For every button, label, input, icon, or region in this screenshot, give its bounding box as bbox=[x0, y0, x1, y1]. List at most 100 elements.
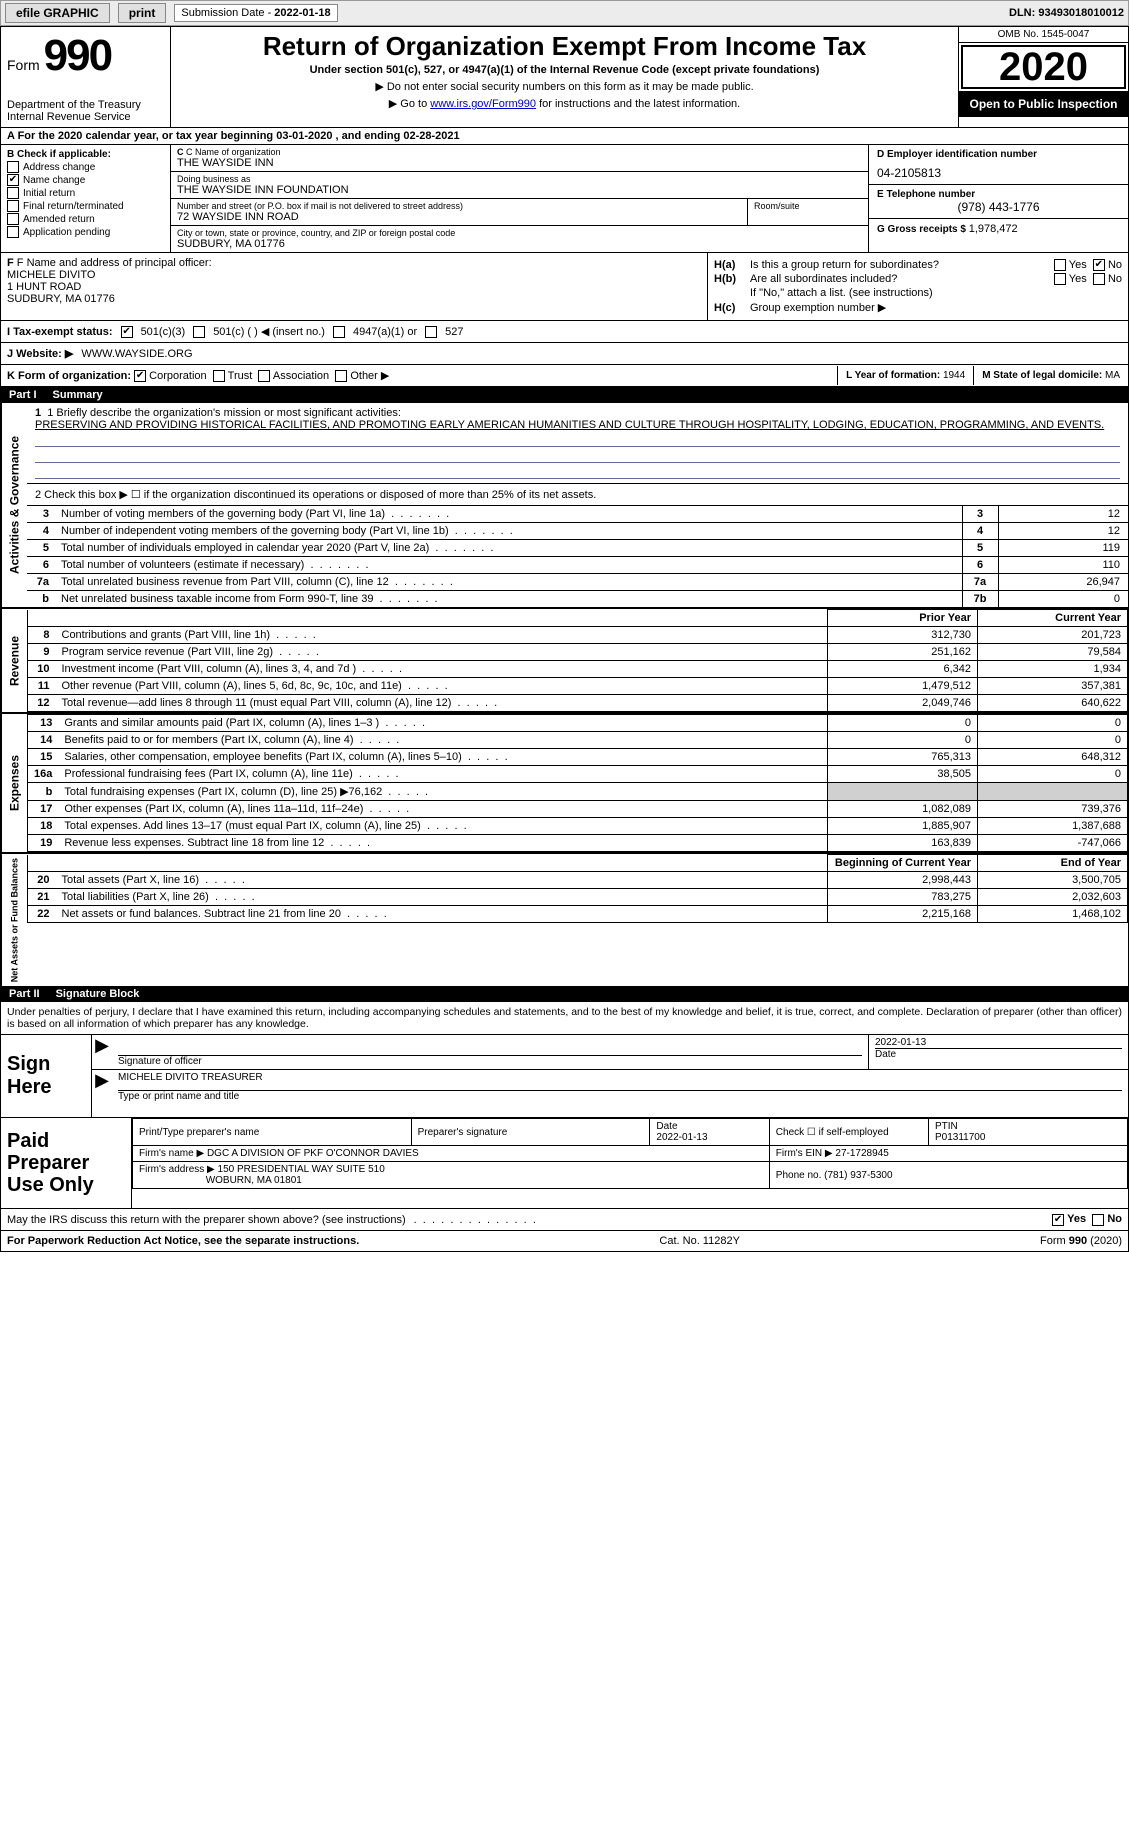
side-expenses: Expenses bbox=[1, 714, 27, 852]
table-row: 5Total number of individuals employed in… bbox=[27, 540, 1128, 557]
sig-officer-label: Signature of officer bbox=[118, 1055, 862, 1067]
firm-addr: 150 PRESIDENTIAL WAY SUITE 510 bbox=[218, 1164, 385, 1175]
header-right: OMB No. 1545-0047 2020 Open to Public In… bbox=[958, 27, 1128, 127]
mission-block: 1 1 Briefly describe the organization's … bbox=[27, 403, 1128, 483]
expenses-table: 13Grants and similar amounts paid (Part … bbox=[27, 714, 1128, 852]
table-row: 13Grants and similar amounts paid (Part … bbox=[28, 715, 1128, 732]
revenue-table: Prior YearCurrent Year8Contributions and… bbox=[27, 609, 1128, 712]
side-revenue: Revenue bbox=[1, 609, 27, 712]
table-row: 6Total number of volunteers (estimate if… bbox=[27, 557, 1128, 574]
gross-receipts: 1,978,472 bbox=[969, 223, 1018, 235]
checkbox-option[interactable]: ✔Name change bbox=[7, 174, 164, 186]
ein: 04-2105813 bbox=[877, 166, 1120, 180]
side-netassets: Net Assets or Fund Balances bbox=[1, 854, 27, 986]
box-f: F F Name and address of principal office… bbox=[1, 253, 708, 320]
table-row: bTotal fundraising expenses (Part IX, co… bbox=[28, 783, 1128, 801]
table-row: 20Total assets (Part X, line 16) . . . .… bbox=[28, 872, 1128, 889]
paid-preparer-label: Paid Preparer Use Only bbox=[1, 1118, 131, 1208]
table-row: bNet unrelated business taxable income f… bbox=[27, 591, 1128, 608]
table-row: 7aTotal unrelated business revenue from … bbox=[27, 574, 1128, 591]
table-row: 4Number of independent voting members of… bbox=[27, 523, 1128, 540]
form-word: Form bbox=[7, 57, 40, 73]
header-left: Form 990 Department of the Treasury Inte… bbox=[1, 27, 171, 127]
org-city: SUDBURY, MA 01776 bbox=[177, 238, 862, 250]
form-id: Form 990 (2020) bbox=[1040, 1235, 1122, 1247]
table-row: 8Contributions and grants (Part VIII, li… bbox=[28, 627, 1128, 644]
arrow-icon: ▶ bbox=[92, 1035, 112, 1069]
part-2-header: Part II Signature Block bbox=[1, 986, 1128, 1002]
box-m: M State of legal domicile: MA bbox=[973, 366, 1128, 385]
instr-2: ▶ Go to www.irs.gov/Form990 for instruct… bbox=[179, 97, 950, 110]
irs-link[interactable]: www.irs.gov/Form990 bbox=[430, 98, 536, 110]
officer-addr1: 1 HUNT ROAD bbox=[7, 281, 701, 293]
date-label: Date bbox=[875, 1048, 1122, 1060]
checkbox-option[interactable]: Amended return bbox=[7, 213, 164, 225]
table-row: 14Benefits paid to or for members (Part … bbox=[28, 732, 1128, 749]
part-1-header: Part I Summary bbox=[1, 387, 1128, 403]
submission-date: Submission Date - 2022-01-18 bbox=[174, 4, 337, 22]
footer: For Paperwork Reduction Act Notice, see … bbox=[1, 1230, 1128, 1251]
firm-ein: 27-1728945 bbox=[835, 1148, 888, 1159]
side-governance: Activities & Governance bbox=[1, 403, 27, 607]
box-b: B Check if applicable: Address change✔Na… bbox=[1, 145, 171, 252]
preparer-block: Print/Type preparer's name Preparer's si… bbox=[131, 1118, 1128, 1208]
form-number: 990 bbox=[44, 31, 111, 81]
public-inspection: Open to Public Inspection bbox=[959, 91, 1128, 117]
officer-name: MICHELE DIVITO bbox=[7, 269, 701, 281]
form-subtitle: Under section 501(c), 527, or 4947(a)(1)… bbox=[179, 64, 950, 76]
box-k: K Form of organization: ✔ Corporation Tr… bbox=[1, 365, 829, 386]
room-label: Room/suite bbox=[754, 201, 862, 211]
org-street: 72 WAYSIDE INN ROAD bbox=[177, 211, 741, 223]
table-row: 17Other expenses (Part IX, column (A), l… bbox=[28, 801, 1128, 818]
cat-no: Cat. No. 11282Y bbox=[659, 1235, 740, 1247]
name-title-label: Type or print name and title bbox=[118, 1090, 1122, 1102]
officer-addr2: SUDBURY, MA 01776 bbox=[7, 293, 701, 305]
firm-phone: (781) 937-5300 bbox=[824, 1170, 892, 1181]
box-b-label: B Check if applicable: bbox=[7, 149, 164, 160]
dln: DLN: 93493018010012 bbox=[1009, 7, 1124, 19]
table-row: 11Other revenue (Part VIII, column (A), … bbox=[28, 678, 1128, 695]
table-row: 19Revenue less expenses. Subtract line 1… bbox=[28, 835, 1128, 852]
period-row: A For the 2020 calendar year, or tax yea… bbox=[1, 128, 1128, 145]
box-c: C C Name of organization THE WAYSIDE INN… bbox=[171, 145, 868, 252]
netassets-table: Beginning of Current YearEnd of Year20To… bbox=[27, 854, 1128, 923]
org-dba: THE WAYSIDE INN FOUNDATION bbox=[177, 184, 862, 196]
table-row: 15Salaries, other compensation, employee… bbox=[28, 749, 1128, 766]
firm-name: DGC A DIVISION OF PKF O'CONNOR DAVIES bbox=[207, 1148, 419, 1159]
table-row: 9Program service revenue (Part VIII, lin… bbox=[28, 644, 1128, 661]
tax-year: 2020 bbox=[961, 45, 1126, 89]
print-button[interactable]: print bbox=[118, 3, 167, 23]
checkbox-option[interactable]: Address change bbox=[7, 161, 164, 173]
discuss-row: May the IRS discuss this return with the… bbox=[1, 1208, 1128, 1229]
governance-table: 3Number of voting members of the governi… bbox=[27, 505, 1128, 607]
sign-date: 2022-01-13 bbox=[875, 1037, 1122, 1048]
website-url: WWW.WAYSIDE.ORG bbox=[81, 348, 192, 360]
sign-here-label: Sign Here bbox=[1, 1035, 91, 1117]
checkbox-option[interactable]: Initial return bbox=[7, 187, 164, 199]
omb-number: OMB No. 1545-0047 bbox=[959, 27, 1128, 43]
mission-text: PRESERVING AND PROVIDING HISTORICAL FACI… bbox=[35, 419, 1120, 431]
form-title: Return of Organization Exempt From Incom… bbox=[179, 31, 950, 62]
header-mid: Return of Organization Exempt From Incom… bbox=[171, 27, 958, 127]
phone: (978) 443-1776 bbox=[877, 200, 1120, 214]
dept-label: Department of the Treasury Internal Reve… bbox=[7, 99, 164, 123]
table-row: 18Total expenses. Add lines 13–17 (must … bbox=[28, 818, 1128, 835]
table-row: 10Investment income (Part VIII, column (… bbox=[28, 661, 1128, 678]
instr-1: ▶ Do not enter social security numbers o… bbox=[179, 80, 950, 93]
table-row: 21Total liabilities (Part X, line 26) . … bbox=[28, 889, 1128, 906]
box-l: L Year of formation: 1944 bbox=[837, 366, 973, 385]
arrow-icon: ▶ bbox=[92, 1070, 112, 1104]
checkbox-option[interactable]: Final return/terminated bbox=[7, 200, 164, 212]
officer-printed-name: MICHELE DIVITO TREASURER bbox=[118, 1072, 1122, 1090]
form-990: Form 990 Department of the Treasury Inte… bbox=[0, 26, 1129, 1252]
checkbox-option[interactable]: Application pending bbox=[7, 226, 164, 238]
table-row: 3Number of voting members of the governi… bbox=[27, 506, 1128, 523]
declaration: Under penalties of perjury, I declare th… bbox=[1, 1002, 1128, 1034]
box-j: J Website: ▶ WWW.WAYSIDE.ORG bbox=[1, 343, 1128, 365]
topbar: efile GRAPHIC print Submission Date - 20… bbox=[0, 0, 1129, 26]
paperwork-notice: For Paperwork Reduction Act Notice, see … bbox=[7, 1235, 359, 1247]
line-2: 2 Check this box ▶ ☐ if the organization… bbox=[27, 483, 1128, 505]
org-name: THE WAYSIDE INN bbox=[177, 157, 862, 169]
table-row: 16aProfessional fundraising fees (Part I… bbox=[28, 766, 1128, 783]
box-d-e-g: D Employer identification number 04-2105… bbox=[868, 145, 1128, 252]
